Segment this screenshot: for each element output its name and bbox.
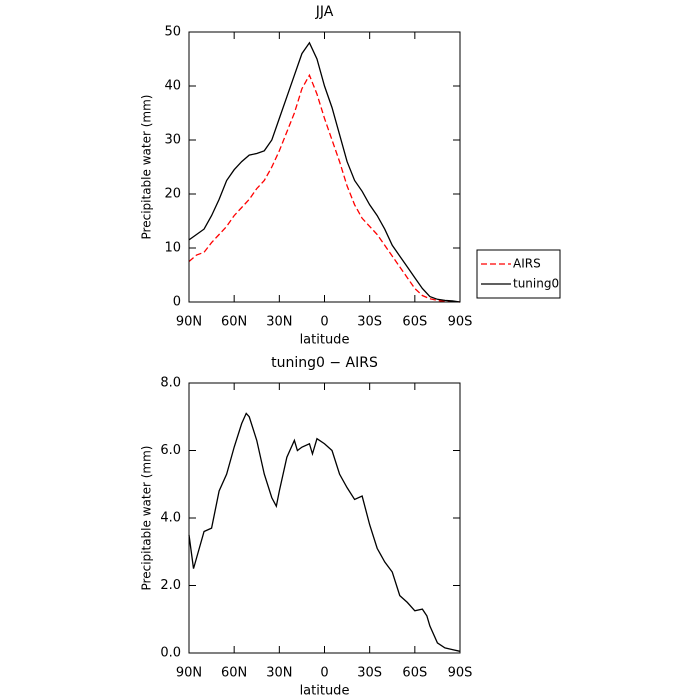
y-tick-label: 8.0 <box>160 376 181 391</box>
data-line <box>188 73 461 303</box>
x-tick-label: 30S <box>357 315 382 330</box>
y-tick-label: 40 <box>164 79 181 94</box>
chart-title: tuning0 − AIRS <box>271 355 378 371</box>
chart-title: JJA <box>315 4 334 20</box>
legend-box <box>476 249 561 299</box>
y-tick-label: 50 <box>164 25 181 40</box>
x-tick-label: 60N <box>221 315 247 330</box>
y-tick-label: 0 <box>173 295 181 310</box>
x-tick-label: 90N <box>176 666 202 681</box>
data-line <box>188 41 461 303</box>
x-tick-label: 60N <box>221 666 247 681</box>
y-tick-label: 2.0 <box>160 578 181 593</box>
x-axis-label: latitude <box>300 684 350 699</box>
y-axis-label: Precipitable water (mm) <box>140 95 154 240</box>
x-tick-label: 30N <box>266 315 292 330</box>
x-tick-label: 0 <box>320 315 328 330</box>
plot-frame <box>188 382 461 654</box>
legend-label: AIRS <box>513 257 541 271</box>
y-axis-label: Precipitable water (mm) <box>140 446 154 591</box>
x-tick-label: 30S <box>357 666 382 681</box>
x-axis-label: latitude <box>300 333 350 348</box>
x-tick-label: 0 <box>320 666 328 681</box>
y-tick-label: 30 <box>164 133 181 148</box>
x-tick-label: 90S <box>448 315 473 330</box>
plot-frame <box>188 31 461 303</box>
x-tick-label: 90S <box>448 666 473 681</box>
legend-label: tuning0 <box>513 277 559 291</box>
x-tick-label: 30N <box>266 666 292 681</box>
y-tick-label: 20 <box>164 187 181 202</box>
data-line <box>188 412 461 652</box>
x-tick-label: 90N <box>176 315 202 330</box>
y-tick-label: 0.0 <box>160 646 181 661</box>
y-tick-label: 10 <box>164 241 181 256</box>
x-tick-label: 60S <box>402 666 427 681</box>
y-tick-label: 4.0 <box>160 511 181 526</box>
x-tick-label: 60S <box>402 315 427 330</box>
y-tick-label: 6.0 <box>160 443 181 458</box>
